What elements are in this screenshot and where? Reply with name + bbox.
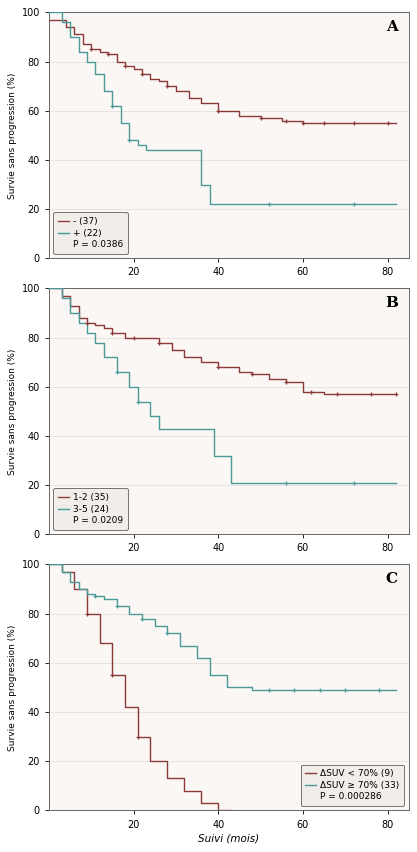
Text: C: C	[386, 572, 398, 586]
Legend: ΔSUV < 70% (9), ΔSUV ≥ 70% (33), P = 0.000286: ΔSUV < 70% (9), ΔSUV ≥ 70% (33), P = 0.0…	[301, 764, 404, 806]
Text: A: A	[386, 20, 398, 34]
Y-axis label: Survie sans progression (%): Survie sans progression (%)	[8, 625, 18, 751]
Y-axis label: Survie sans progression (%): Survie sans progression (%)	[8, 348, 18, 475]
Y-axis label: Survie sans progression (%): Survie sans progression (%)	[8, 72, 18, 199]
Legend: 1-2 (35), 3-5 (24), P = 0.0209: 1-2 (35), 3-5 (24), P = 0.0209	[53, 488, 128, 530]
X-axis label: Suivi (mois): Suivi (mois)	[198, 833, 259, 843]
Legend: - (37), + (22), P = 0.0386: - (37), + (22), P = 0.0386	[53, 212, 128, 254]
Text: B: B	[385, 296, 398, 310]
